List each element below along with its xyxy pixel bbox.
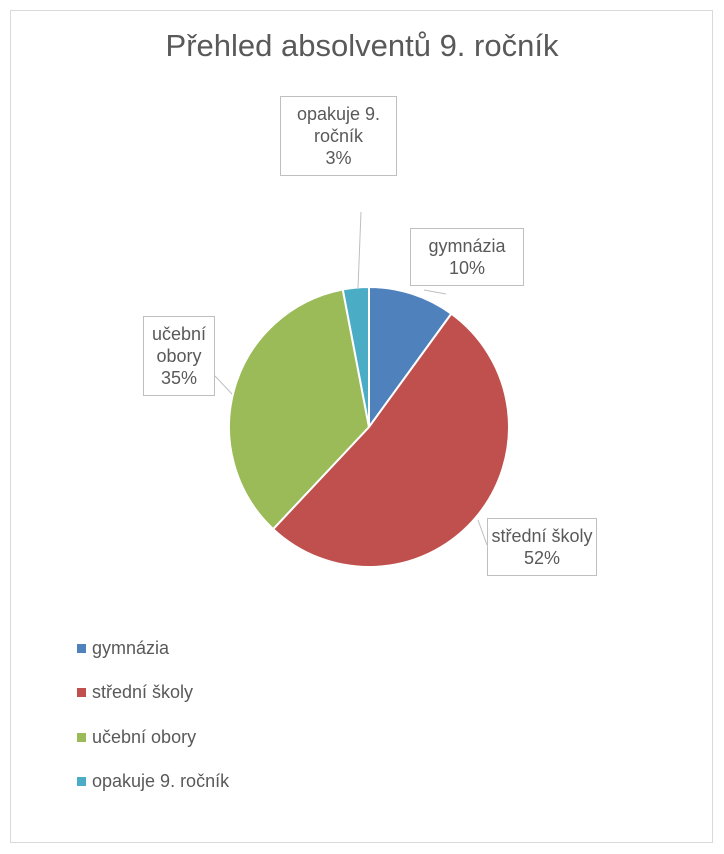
- legend-label: střední školy: [92, 682, 194, 702]
- legend-item: gymnázia: [77, 636, 169, 660]
- data-label-category: učební obory: [151, 324, 207, 366]
- legend-label: učební obory: [92, 726, 197, 747]
- pie-slice: [341, 285, 370, 428]
- data-label-category: střední školy: [491, 526, 593, 546]
- legend-label: opakuje 9. ročník: [92, 771, 230, 791]
- data-label-value: 52%: [523, 548, 561, 568]
- leader-line: [477, 519, 488, 546]
- chart-title: Přehled absolventů 9. ročník: [165, 28, 559, 63]
- leader-line: [423, 289, 447, 295]
- chart-frame: [10, 10, 713, 843]
- data-label: gymnázia 10%: [410, 228, 524, 286]
- legend-swatch: [77, 688, 86, 697]
- legend-item: opakuje 9. ročník: [77, 770, 229, 794]
- legend-swatch: [77, 643, 86, 653]
- data-label: střední školy 52%: [487, 518, 597, 576]
- data-label-value: 3%: [325, 148, 352, 168]
- leader-line: [214, 375, 233, 395]
- legend-swatch: [77, 777, 86, 786]
- data-label-value: 35%: [160, 368, 198, 388]
- data-label-category: opakuje 9. ročník: [296, 104, 381, 146]
- legend-item: učební obory: [77, 725, 196, 749]
- data-label-category: gymnázia: [428, 236, 506, 256]
- pie-slice: [368, 285, 453, 431]
- pie-slice: [271, 312, 510, 568]
- legend-label: gymnázia: [92, 637, 170, 658]
- legend-item: střední školy: [77, 681, 193, 705]
- leader-line: [357, 211, 362, 289]
- data-label: opakuje 9. ročník 3%: [280, 96, 397, 176]
- pie-slice: [228, 288, 371, 531]
- data-label-value: 10%: [448, 258, 486, 278]
- data-label: učební obory 35%: [143, 316, 215, 396]
- legend-swatch: [77, 732, 86, 742]
